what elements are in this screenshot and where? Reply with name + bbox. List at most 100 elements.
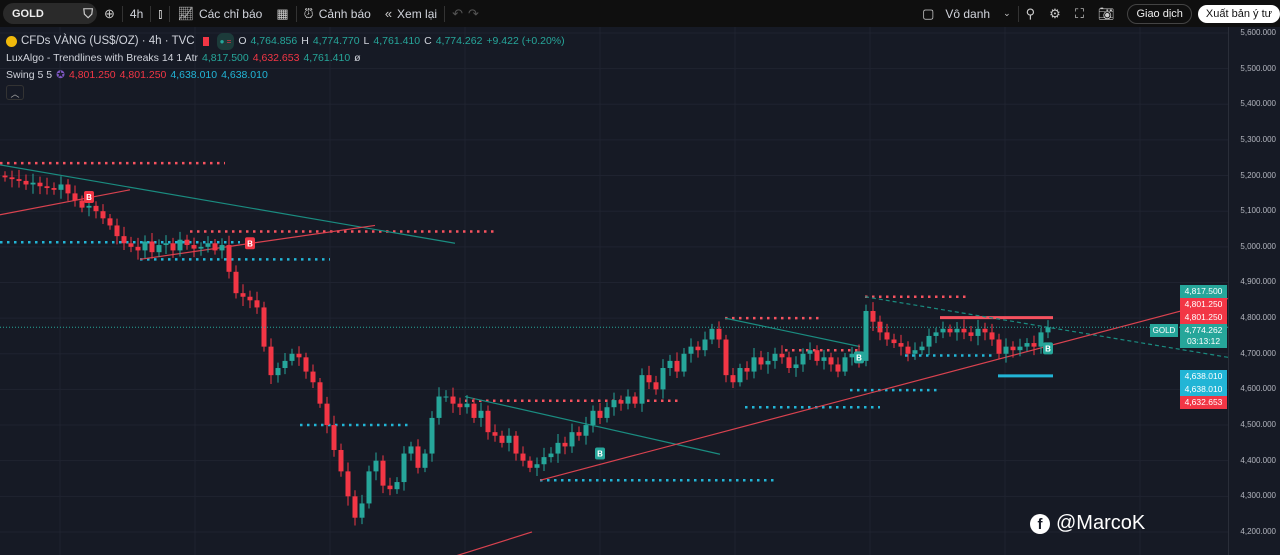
candle	[44, 186, 50, 189]
publish-button[interactable]: Xuất bản ý tư	[1197, 4, 1280, 23]
candle	[870, 310, 876, 322]
trendline	[0, 189, 131, 216]
candle	[933, 332, 939, 336]
quick-search-icon[interactable]: ⚲	[1025, 5, 1036, 21]
top-toolbar: GOLD ⛉ ⊕ 4h ⫾ 📈︎ Các chỉ báo ▦ ⏰︎ Cảnh báo …	[0, 0, 1280, 27]
break-marker	[1043, 342, 1053, 355]
price-label: 4,638.010	[1180, 370, 1227, 383]
candle	[688, 346, 694, 354]
candle	[1031, 343, 1037, 347]
candle	[541, 457, 547, 465]
axis-tick: 5,100.000	[1240, 206, 1276, 216]
collapse-legend-button[interactable]: ︿	[6, 85, 24, 100]
candle	[562, 442, 568, 447]
high-value: 4,774.770	[312, 35, 360, 47]
candle	[205, 243, 211, 247]
candle	[93, 205, 99, 212]
indicator-swing[interactable]: Swing 5 5 ✪ 4,801.250 4,801.250 4,638.01…	[6, 67, 565, 84]
candle	[835, 364, 841, 372]
close-value: 4,774.262	[435, 35, 483, 47]
axis-tick: 4,800.000	[1240, 313, 1276, 323]
candle	[863, 310, 869, 361]
candle	[408, 446, 414, 454]
price-chart[interactable]: B B B B B	[0, 27, 1228, 555]
add-symbol-icon[interactable]: ⊕	[104, 5, 115, 21]
candle	[632, 396, 638, 404]
candle	[9, 177, 15, 180]
candle	[961, 328, 967, 333]
candle	[107, 218, 113, 226]
candle	[576, 432, 582, 436]
candle	[737, 368, 743, 383]
layout-name: Vô danh	[945, 6, 991, 21]
candle	[359, 503, 365, 518]
price-axis[interactable]: 5,600.000 5,500.000 5,400.000 5,300.000 5,20…	[1228, 27, 1280, 555]
candle	[100, 211, 106, 219]
candle	[597, 410, 603, 418]
candle	[583, 425, 589, 436]
candle	[380, 460, 386, 486]
candle	[16, 179, 22, 181]
indicators-label: Các chỉ báo	[198, 6, 263, 21]
candle	[534, 464, 540, 468]
candle	[674, 360, 680, 372]
candle	[478, 410, 484, 418]
layout-menu[interactable]: ▢ Vô danh ⌄	[915, 0, 1018, 27]
indicators-button[interactable]: 📈︎ Các chỉ báo	[170, 0, 269, 27]
candle	[296, 353, 302, 358]
candle	[170, 243, 176, 251]
indicator-luxalgo[interactable]: LuxAlgo - Trendlines with Breaks 14 1 At…	[6, 50, 565, 67]
camera-icon[interactable]: 📷︎	[1097, 5, 1115, 21]
candle	[716, 328, 722, 340]
candle	[1038, 332, 1044, 347]
candle	[163, 243, 169, 246]
break-marker	[854, 351, 864, 364]
candle	[772, 353, 778, 361]
candle	[751, 357, 757, 372]
candle	[114, 225, 120, 237]
undo-icon[interactable]: ↶	[452, 5, 463, 21]
candle	[254, 300, 260, 308]
settings-icon[interactable]: ⚙	[1049, 5, 1061, 21]
candle	[198, 246, 204, 249]
candle	[723, 339, 729, 376]
candle	[555, 442, 561, 454]
flag-icon[interactable]	[202, 37, 209, 46]
candle	[345, 471, 351, 497]
candle	[849, 353, 855, 358]
candle	[926, 335, 932, 347]
candle	[1010, 346, 1016, 351]
interval-button[interactable]: 4h	[123, 0, 150, 27]
axis-tick: 4,900.000	[1240, 277, 1276, 287]
candle	[590, 410, 596, 426]
candles-icon[interactable]: ⫾	[158, 5, 163, 21]
candle	[387, 485, 393, 490]
fullscreen-icon[interactable]: ⛶	[1074, 5, 1084, 21]
indicator-icon: ✪	[56, 69, 65, 81]
break-marker	[84, 190, 94, 203]
candle	[184, 239, 190, 246]
price-label: 4,817.500	[1180, 285, 1227, 298]
shield-icon[interactable]: ⛉	[83, 5, 93, 21]
candle	[625, 396, 631, 404]
axis-tick: 4,600.000	[1240, 384, 1276, 394]
templates-icon[interactable]: ▦	[276, 5, 289, 21]
alerts-button[interactable]: ⏰︎ Cảnh báo	[297, 0, 378, 27]
axis-tick: 5,600.000	[1240, 28, 1276, 37]
redo-icon[interactable]: ↷	[467, 5, 479, 21]
axis-tick: 4,300.000	[1240, 491, 1276, 501]
candle	[324, 403, 330, 426]
candle	[548, 453, 554, 458]
trade-button[interactable]: Giao dịch	[1127, 3, 1192, 24]
high-label: H	[301, 35, 309, 47]
candle	[898, 343, 904, 347]
candle	[177, 239, 183, 251]
symbol-search[interactable]: GOLD ⛉	[3, 3, 97, 24]
candle	[233, 271, 239, 294]
price-label: 4,801.250	[1180, 298, 1227, 311]
market-status-icon[interactable]: ● =	[216, 33, 235, 50]
candle	[58, 184, 64, 190]
candle	[142, 241, 148, 251]
replay-button[interactable]: « Xem lại	[378, 0, 444, 27]
axis-tick: 4,700.000	[1240, 348, 1276, 358]
